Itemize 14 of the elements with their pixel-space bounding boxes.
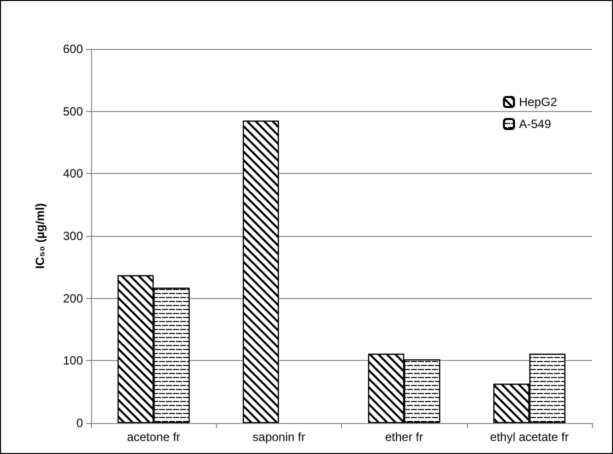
y-tick-label: 200 [62, 291, 84, 306]
x-tick-label: ether fr [385, 430, 424, 444]
y-tick-label: 400 [62, 166, 84, 181]
y-tick-label: 600 [62, 42, 84, 56]
y-tick-label: 500 [62, 104, 84, 118]
y-tick-label: 100 [62, 354, 84, 368]
y-tick-label: 0 [76, 416, 84, 430]
x-tick-label: acetone fr [126, 430, 180, 444]
y-tick-label: 300 [62, 229, 84, 243]
legend-label: A-549 [518, 117, 552, 131]
x-tick-label: saponin fr [252, 430, 306, 444]
y-axis-title: IC₅₀ (µg/ml) [33, 203, 47, 269]
x-tick-label: ethyl acetate fr [490, 430, 569, 444]
legend-label: HepG2 [518, 95, 558, 109]
